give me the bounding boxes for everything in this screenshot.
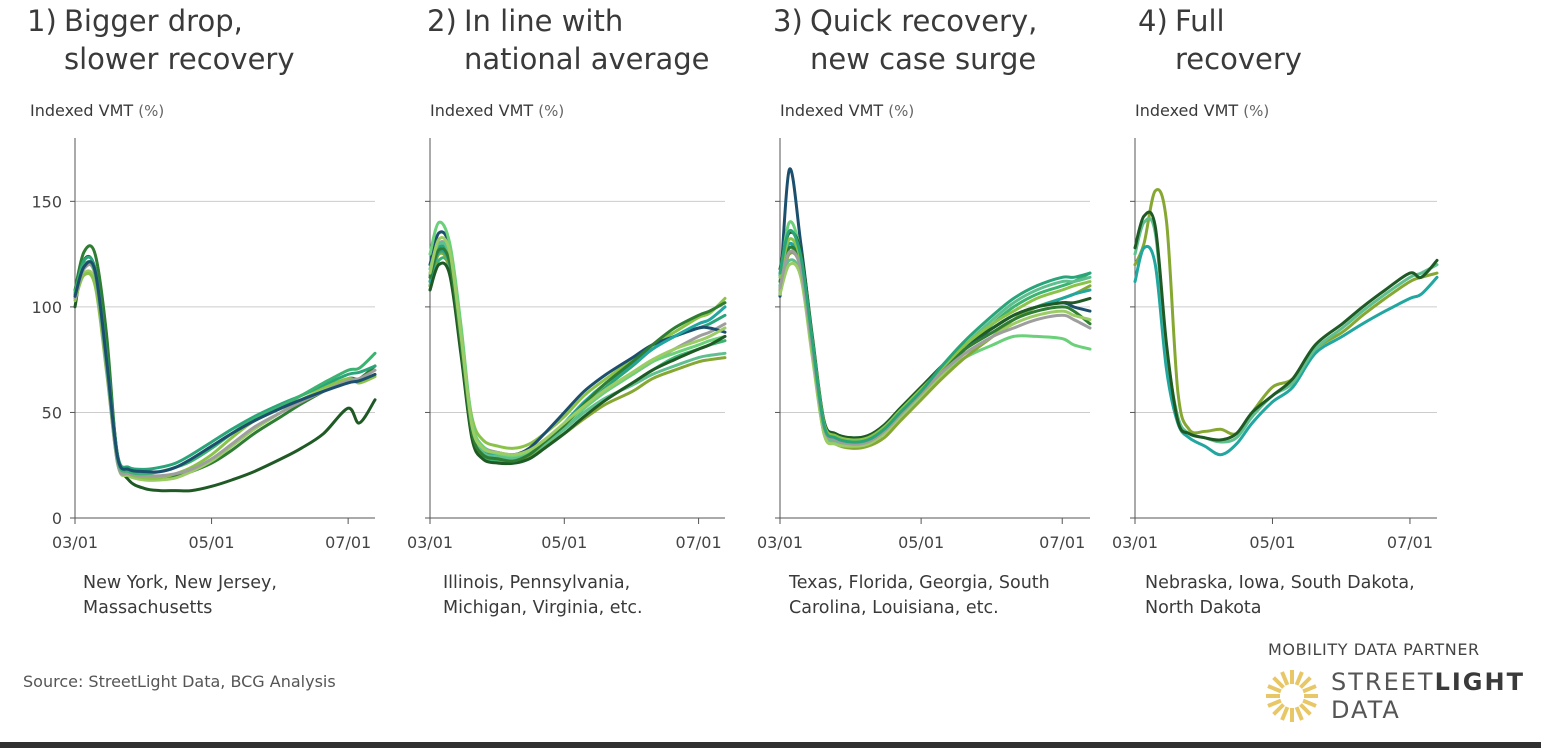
series-line [778,249,1092,446]
x-tick-label: 07/01 [325,533,371,552]
panel-number: 4) [1138,4,1168,38]
states-caption: Illinois, Pennsylvania, Michigan, Virgin… [443,571,643,621]
logo-ray [1294,671,1304,686]
logo-ray [1280,671,1290,686]
panel-title-line2: national average [464,42,710,76]
y-axis-label-text: Indexed VMT [780,101,884,120]
y-axis-label-unit: (%) [138,102,165,120]
logo-ray [1267,684,1282,694]
panel-title-line2: new case surge [810,42,1037,76]
series-line [1133,244,1439,457]
logo-ray [1302,684,1317,694]
y-axis-label-text: Indexed VMT [430,101,534,120]
line-chart-plot: 03/01 05/01 07/01 [407,138,727,552]
logo-rays [1266,670,1318,722]
partner-label: MOBILITY DATA PARTNER [1268,640,1480,659]
x-tick-label: 05/01 [1249,533,1295,552]
states-caption-line1: Texas, Florida, Georgia, South [789,573,1050,593]
panel-title-line2: recovery [1175,42,1302,76]
x-tick-label: 05/01 [189,533,235,552]
states-caption-line2: North Dakota [1145,598,1262,618]
panel-title-line1: Quick recovery, [810,4,1038,38]
sunburst-logo-icon [1266,670,1318,722]
x-tick-label: 03/01 [407,533,453,552]
x-tick-label: 03/01 [757,533,803,552]
states-caption: Nebraska, Iowa, South Dakota, North Dako… [1145,571,1415,621]
series-line [778,258,1092,448]
panel-title-line2: slower recovery [64,42,295,76]
states-caption-line2: Michigan, Virginia, etc. [443,598,643,618]
logo-ray [1299,703,1312,716]
x-tick-label: 03/01 [1112,533,1158,552]
y-axis-label: Indexed VMT (%) [30,101,164,120]
states-caption-line2: Massachusetts [83,598,213,618]
states-caption-line2: Carolina, Louisiana, etc. [789,598,999,618]
x-tick-label: 07/01 [676,533,722,552]
series-line [1133,188,1439,436]
logo-ray [1272,676,1285,689]
x-tick-label: 05/01 [898,533,944,552]
panel-number: 2) [427,4,457,38]
states-caption-line1: Nebraska, Iowa, South Dakota, [1145,573,1415,593]
states-caption: New York, New Jersey, Massachusetts [83,571,277,621]
y-axis-label-text: Indexed VMT [30,101,134,120]
panel-title-line1: Bigger drop, [64,4,243,38]
y-tick-label: 0 [52,509,62,528]
line-chart-plot: 03/01 05/01 07/01 [757,138,1092,552]
y-axis-label-unit: (%) [1243,102,1270,120]
x-tick-label: 05/01 [541,533,587,552]
series-line [778,228,1092,444]
y-tick-label: 50 [42,403,62,422]
logo-ray [1280,706,1290,721]
logo-ray [1294,706,1304,721]
series-line [428,236,727,457]
series-line [778,237,1092,442]
y-axis-label: Indexed VMT (%) [780,101,914,120]
y-tick-label: 150 [31,192,62,211]
y-axis-label-text: Indexed VMT [1135,101,1239,120]
logo-ray [1267,698,1282,708]
panel-title-line1: In line with [464,4,624,38]
y-axis-label-unit: (%) [888,102,915,120]
states-caption-line1: New York, New Jersey, [83,573,277,593]
series-line [778,230,1092,440]
series-line [778,245,1092,448]
series-line [73,260,377,474]
brand-street: STREET [1331,668,1435,696]
x-tick-label: 07/01 [1387,533,1433,552]
y-tick-label: 100 [31,298,62,317]
series-line [1133,210,1439,442]
y-axis-label-unit: (%) [538,102,565,120]
line-chart-plot: 0 50 100 150 03/01 05/01 07/01 [31,138,377,552]
panel-title-line1: Full [1175,4,1225,38]
series-line [778,220,1092,444]
brand-wordmark-line2: DATA [1331,696,1401,724]
panel-number: 1) [27,4,57,38]
x-tick-label: 07/01 [1039,533,1085,552]
logo-ray [1299,676,1312,689]
chart-panel-4: 4) Full recovery Indexed VMT (%) 03/01 05… [1105,0,1485,640]
logo-ray [1302,698,1317,708]
chart-panel-1: 1) Bigger drop, slower recovery Indexed … [0,0,380,640]
chart-panel-3: 3) Quick recovery, new case surge Indexe… [750,0,1130,640]
brand-wordmark-line1: STREETLIGHT [1331,668,1525,696]
states-caption: Texas, Florida, Georgia, South Carolina,… [789,571,1050,621]
brand-light: LIGHT [1434,668,1525,696]
line-chart-plot: 03/01 05/01 07/01 [1112,138,1439,552]
panel-number: 3) [773,4,803,38]
x-tick-label: 03/01 [52,533,98,552]
source-note: Source: StreetLight Data, BCG Analysis [23,672,336,691]
bottom-bar [0,742,1541,748]
logo-ray [1272,703,1285,716]
chart-panel-2: 2) In line with national average Indexed… [400,0,780,640]
series-line [778,241,1092,440]
y-axis-label: Indexed VMT (%) [1135,101,1269,120]
states-caption-line1: Illinois, Pennsylvania, [443,573,631,593]
y-axis-label: Indexed VMT (%) [430,101,564,120]
